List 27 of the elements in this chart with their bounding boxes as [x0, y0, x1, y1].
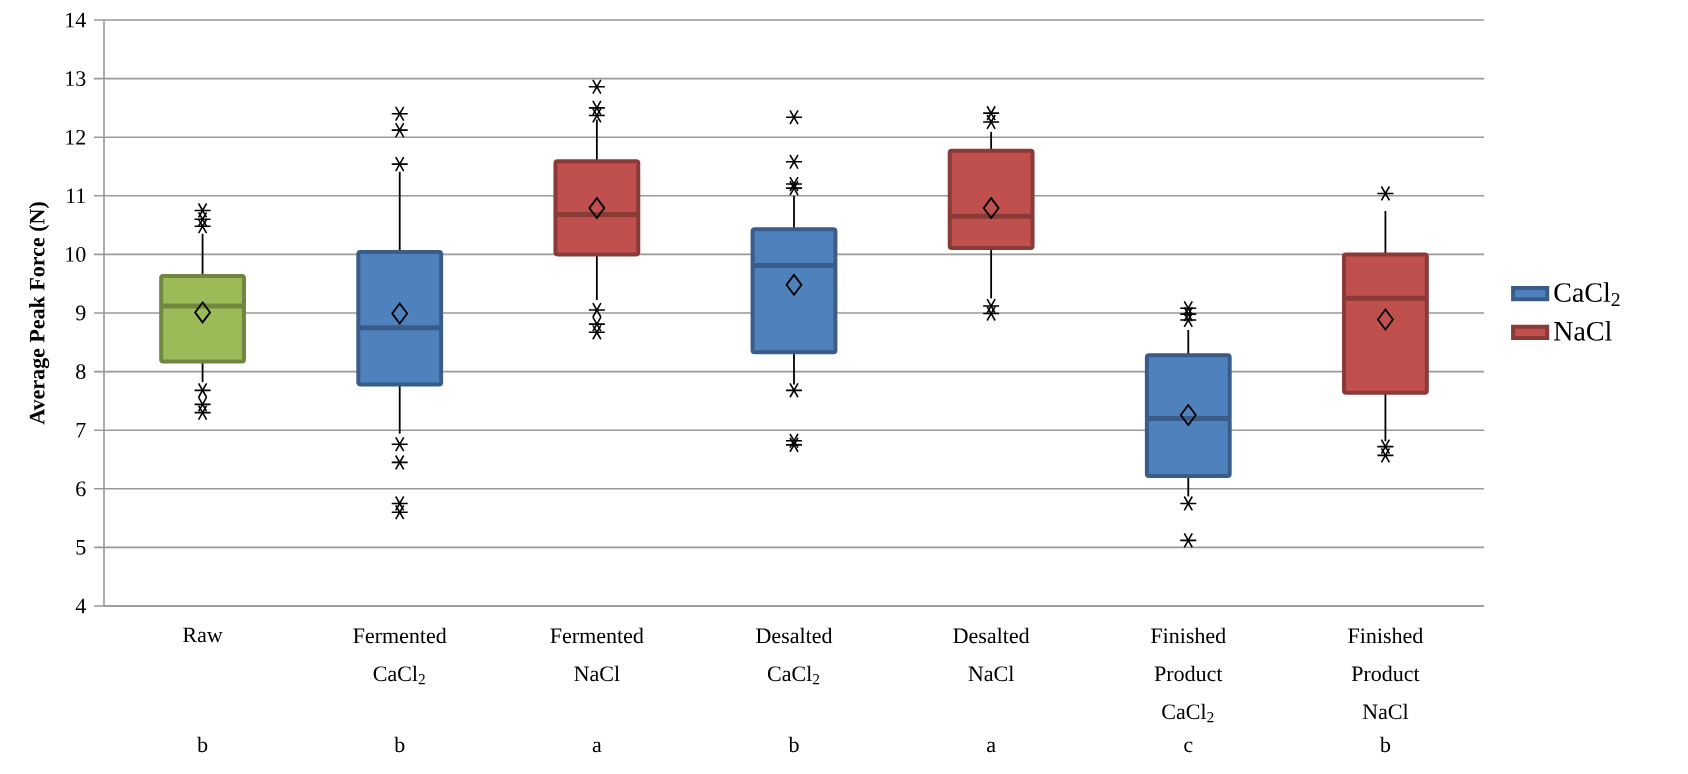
- y-tick-label: 13: [66, 71, 86, 86]
- y-tick-label: 14: [66, 12, 86, 28]
- y-axis-title: Average Peak Force (N): [29, 202, 50, 425]
- text: c: [1184, 741, 1193, 753]
- y-tick-label: 11: [67, 188, 85, 204]
- y-tick-label: 12: [66, 129, 86, 145]
- x-tick-label: Fermented CaCl$_{2}$: [353, 627, 447, 685]
- y-tick-label: 10: [66, 246, 86, 262]
- x-tick-label: Fermented NaCl: [550, 627, 644, 682]
- text: b: [197, 736, 208, 753]
- legend-label: NaCl: [1554, 320, 1612, 341]
- y-tick-label: 5: [76, 540, 86, 555]
- x-tick-label: Desalted NaCl: [953, 627, 1030, 682]
- text: b: [1379, 736, 1391, 753]
- y-tick-label: 9: [75, 305, 86, 321]
- text: a: [592, 741, 602, 753]
- y-tick-label: 8: [76, 364, 86, 380]
- x-tick-label: Finished Product CaCl$_{2}$: [1151, 627, 1226, 723]
- text: b: [394, 736, 405, 753]
- text: a: [987, 741, 996, 753]
- legend-label: CaCl$_{2}$: [1554, 282, 1620, 307]
- y-tick-label: 7: [76, 422, 86, 438]
- x-tick-label: Desalted CaCl$_{2}$: [756, 627, 833, 685]
- x-tick-label: Raw: [183, 627, 223, 643]
- text: b: [788, 736, 799, 753]
- y-tick-label: 4: [75, 598, 86, 614]
- y-tick-label: 6: [76, 481, 86, 497]
